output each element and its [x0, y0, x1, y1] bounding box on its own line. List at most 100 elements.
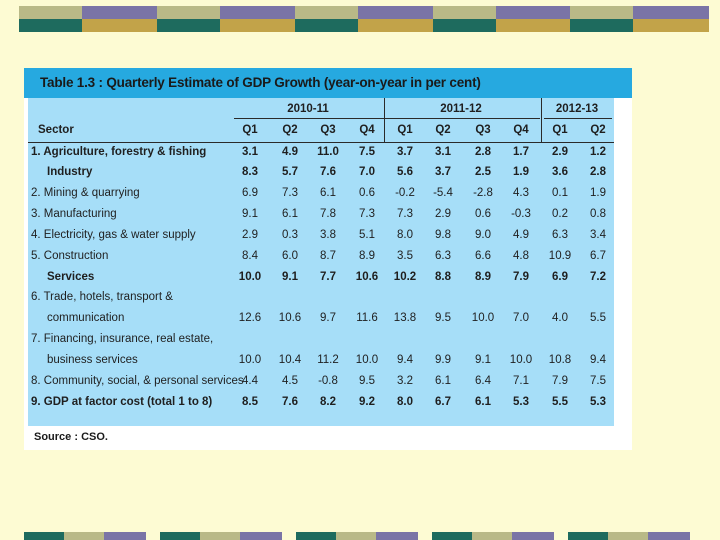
table-cell: 8.5 [242, 396, 258, 408]
band-segment [358, 6, 434, 19]
table-cell: 9.5 [435, 312, 451, 324]
table-cell: 5.7 [282, 166, 298, 178]
top-band-block [433, 6, 572, 32]
quarter-header: Q2 [435, 124, 451, 136]
table-cell: 8.3 [242, 166, 258, 178]
band-segment [570, 6, 633, 19]
table-cell: 7.5 [359, 146, 375, 158]
bottom-band-block [432, 532, 571, 540]
band-segment [472, 532, 512, 540]
table-cell: 7.6 [320, 166, 336, 178]
quarter-header: Q3 [475, 124, 491, 136]
band-segment [220, 19, 296, 32]
band-segment [568, 532, 608, 540]
table-cell: 9.8 [435, 229, 451, 241]
table-cell: 4.0 [552, 312, 568, 324]
table-cell: 11.0 [317, 146, 339, 158]
table-cell: 6.3 [435, 250, 451, 262]
row-label: 1. Agriculture, forestry & fishing [31, 146, 207, 158]
row-label: 4. Electricity, gas & water supply [31, 229, 196, 241]
table-cell: 5.5 [552, 396, 568, 408]
table-cell: 3.2 [397, 375, 413, 387]
table-rule [544, 118, 612, 119]
table-cell: 6.1 [282, 208, 298, 220]
table-cell: 0.2 [552, 208, 568, 220]
band-segment [19, 19, 82, 32]
table-cell: 3.6 [552, 166, 568, 178]
quarter-header: Q4 [359, 124, 375, 136]
table-cell: 0.6 [475, 208, 491, 220]
row-label: business services [47, 354, 138, 366]
table-cell: 9.7 [320, 312, 336, 324]
table-cell: -0.8 [318, 375, 338, 387]
table-cell: 10.0 [238, 271, 262, 283]
band-segment [648, 532, 690, 540]
table-cell: 3.1 [242, 146, 258, 158]
table-cell: 7.0 [513, 312, 529, 324]
table-cell: 6.1 [320, 187, 336, 199]
table-cell: 7.5 [590, 375, 606, 387]
table-cell: 9.1 [242, 208, 258, 220]
row-label: Services [47, 271, 95, 283]
table-cell: 6.1 [435, 375, 451, 387]
bottom-band-block [568, 532, 707, 540]
quarter-header: Q1 [242, 124, 258, 136]
row-label: 2. Mining & quarrying [31, 187, 140, 199]
table-cell: 7.1 [513, 375, 529, 387]
table-cell: 6.6 [475, 250, 491, 262]
band-segment [496, 6, 572, 19]
table-cell: 6.7 [435, 396, 451, 408]
quarter-header: Q1 [552, 124, 568, 136]
band-segment [608, 532, 648, 540]
table-cell: 3.8 [320, 229, 336, 241]
quarter-header: Q1 [397, 124, 413, 136]
band-segment [633, 19, 709, 32]
band-segment [336, 532, 376, 540]
top-band-block [157, 6, 296, 32]
band-segment [82, 19, 158, 32]
table-cell: 2.8 [475, 146, 491, 158]
top-band-block [295, 6, 434, 32]
table-cell: 2.8 [590, 166, 606, 178]
table-cell: 10.8 [548, 354, 572, 366]
table-cell: 4.4 [242, 375, 258, 387]
table-cell: 8.9 [475, 271, 491, 283]
table-cell: 9.1 [282, 271, 298, 283]
band-segment [296, 532, 336, 540]
band-segment [295, 19, 358, 32]
band-segment [633, 6, 709, 19]
table-rule [384, 118, 540, 119]
quarter-header: Q4 [513, 124, 529, 136]
table-cell: 5.3 [590, 396, 606, 408]
row-label: 7. Financing, insurance, real estate, [31, 333, 214, 345]
bottom-band-block [24, 532, 163, 540]
band-segment [82, 6, 158, 19]
gdp-table-panel: Table 1.3 : Quarterly Estimate of GDP Gr… [24, 68, 632, 450]
table-cell: 10.0 [238, 354, 262, 366]
bottom-band-block [296, 532, 435, 540]
table-cell: 7.6 [282, 396, 298, 408]
table-cell: 12.6 [238, 312, 262, 324]
table-cell: 3.4 [590, 229, 606, 241]
table-cell: 2.5 [475, 166, 491, 178]
table-cell: 10.9 [548, 250, 572, 262]
table-cell: 8.8 [435, 271, 451, 283]
table-cell: 7.3 [397, 208, 413, 220]
band-segment [64, 532, 104, 540]
table-source-note: Source : CSO. [34, 431, 108, 443]
table-cell: 0.6 [359, 187, 375, 199]
table-cell: 7.8 [320, 208, 336, 220]
table-cell: 7.2 [590, 271, 606, 283]
table-cell: 4.9 [282, 146, 298, 158]
table-cell: 3.7 [397, 146, 413, 158]
table-cell: 4.9 [513, 229, 529, 241]
table-cell: 10.0 [355, 354, 379, 366]
table-cell: 9.5 [359, 375, 375, 387]
table-cell: 4.3 [513, 187, 529, 199]
row-label: 5. Construction [31, 250, 109, 262]
row-label: 9. GDP at factor cost (total 1 to 8) [31, 396, 213, 408]
table-cell: -0.3 [511, 208, 531, 220]
table-cell: 7.9 [552, 375, 568, 387]
table-rule [28, 142, 614, 143]
band-segment [157, 19, 220, 32]
